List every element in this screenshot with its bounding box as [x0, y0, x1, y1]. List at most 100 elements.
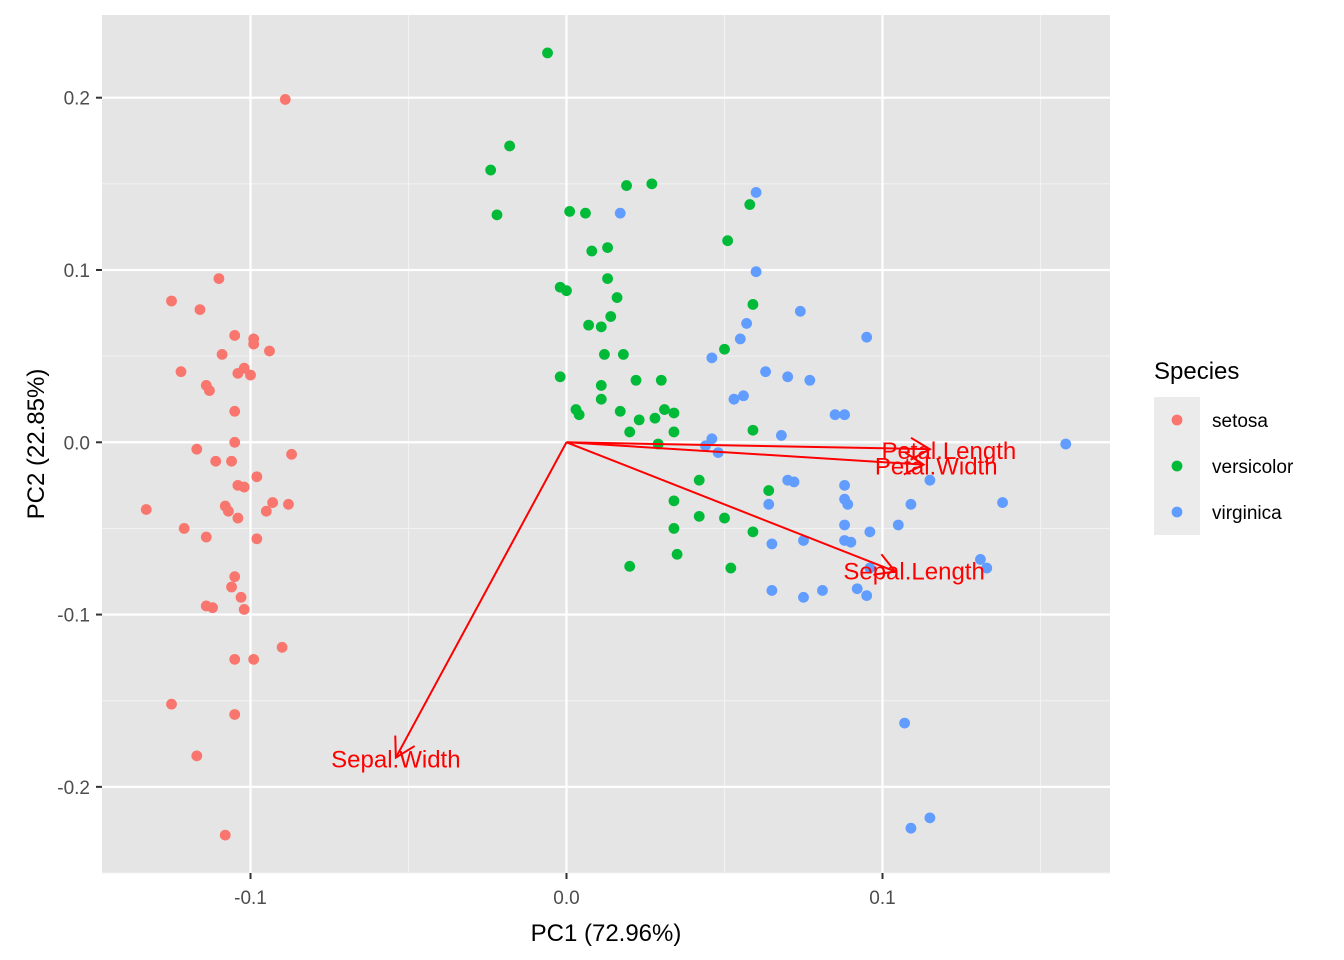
point-virginica — [845, 536, 857, 548]
point-virginica — [839, 519, 850, 531]
point-versicolor — [725, 562, 737, 574]
point-virginica — [750, 187, 762, 198]
y-axis-title: PC2 (22.85%) — [23, 369, 50, 520]
x-axis: -0.1 0.0 0.1 — [234, 873, 896, 909]
loading-arrow-head — [873, 553, 897, 576]
point-virginica — [899, 717, 911, 729]
legend-label: versicolor — [1212, 457, 1294, 478]
legend-key-point — [1171, 414, 1183, 426]
point-versicolor — [586, 245, 598, 257]
loading-label: Sepal.Length — [843, 558, 984, 585]
point-versicolor — [624, 426, 636, 438]
point-versicolor — [633, 414, 645, 426]
point-setosa — [200, 531, 212, 543]
point-virginica — [798, 535, 809, 546]
legend-key-point — [1171, 460, 1183, 472]
point-versicolor — [722, 235, 734, 247]
point-setosa — [166, 698, 177, 710]
point-virginica — [842, 498, 854, 510]
point-versicolor — [744, 199, 756, 210]
point-setosa — [229, 653, 241, 665]
point-setosa — [279, 94, 291, 105]
point-versicolor — [668, 407, 680, 419]
point-virginica — [817, 585, 828, 596]
loading-arrow-head — [394, 735, 416, 760]
point-virginica — [829, 409, 841, 421]
point-virginica — [804, 374, 816, 386]
loading-arrow-line — [566, 441, 896, 573]
point-virginica — [766, 585, 778, 596]
point-setosa — [229, 571, 241, 583]
y-tick-label: 0.2 — [64, 89, 90, 110]
loading-arrow-line — [566, 441, 930, 451]
point-virginica — [851, 583, 863, 595]
point-setosa — [222, 505, 234, 517]
y-tick-label: -0.2 — [57, 778, 90, 799]
point-setosa — [276, 641, 288, 653]
point-versicolor — [668, 523, 680, 534]
point-virginica — [924, 474, 936, 486]
point-virginica — [614, 207, 626, 219]
point-setosa — [210, 455, 222, 467]
scatter-points — [140, 47, 1072, 841]
point-versicolor — [671, 548, 683, 560]
point-setosa — [238, 603, 250, 615]
loading-petal-width: Petal.Width — [566, 441, 998, 480]
point-versicolor — [602, 242, 613, 253]
point-setosa — [248, 653, 260, 665]
point-versicolor — [614, 405, 626, 417]
point-versicolor — [595, 380, 607, 391]
loading-label: Petal.Width — [875, 453, 998, 480]
point-versicolor — [763, 485, 775, 496]
point-setosa — [213, 273, 225, 285]
series-virginica — [614, 187, 1072, 834]
point-setosa — [140, 504, 152, 515]
x-tick-label: -0.1 — [234, 888, 267, 909]
point-versicolor — [504, 140, 516, 152]
point-setosa — [226, 581, 237, 593]
point-versicolor — [554, 371, 566, 383]
point-setosa — [238, 481, 250, 493]
point-virginica — [864, 562, 876, 574]
point-setosa — [248, 338, 260, 350]
loading-label: Petal.Length — [881, 438, 1016, 465]
legend-title: Species — [1154, 358, 1239, 385]
point-setosa — [264, 345, 275, 357]
point-versicolor — [605, 311, 617, 322]
loading-sepal-length: Sepal.Length — [566, 441, 985, 585]
point-virginica — [782, 371, 794, 383]
loading-arrow-line — [566, 441, 924, 466]
point-setosa — [191, 750, 203, 762]
loading-petal-length: Petal.Length — [566, 436, 1016, 465]
point-virginica — [788, 476, 800, 488]
point-versicolor — [693, 474, 705, 486]
point-virginica — [905, 822, 917, 834]
point-versicolor — [747, 299, 759, 310]
point-virginica — [760, 366, 771, 378]
point-virginica — [924, 812, 936, 824]
point-virginica — [741, 317, 753, 329]
point-versicolor — [617, 349, 629, 360]
point-setosa — [191, 443, 203, 455]
point-setosa — [194, 304, 206, 316]
point-versicolor — [630, 374, 642, 386]
point-virginica — [997, 497, 1008, 508]
x-tick-label: 0.1 — [869, 888, 895, 909]
point-virginica — [775, 429, 787, 441]
point-versicolor — [624, 560, 636, 572]
point-virginica — [738, 390, 749, 402]
point-versicolor — [649, 412, 661, 424]
point-versicolor — [646, 178, 658, 190]
point-setosa — [267, 497, 279, 508]
point-virginica — [892, 519, 904, 531]
legend-key-point — [1171, 506, 1183, 518]
point-versicolor — [573, 409, 585, 421]
loading-sepal-width: Sepal.Width — [331, 441, 568, 773]
point-versicolor — [602, 273, 613, 285]
point-setosa — [283, 498, 294, 510]
point-versicolor — [595, 321, 607, 333]
point-versicolor — [668, 495, 680, 507]
